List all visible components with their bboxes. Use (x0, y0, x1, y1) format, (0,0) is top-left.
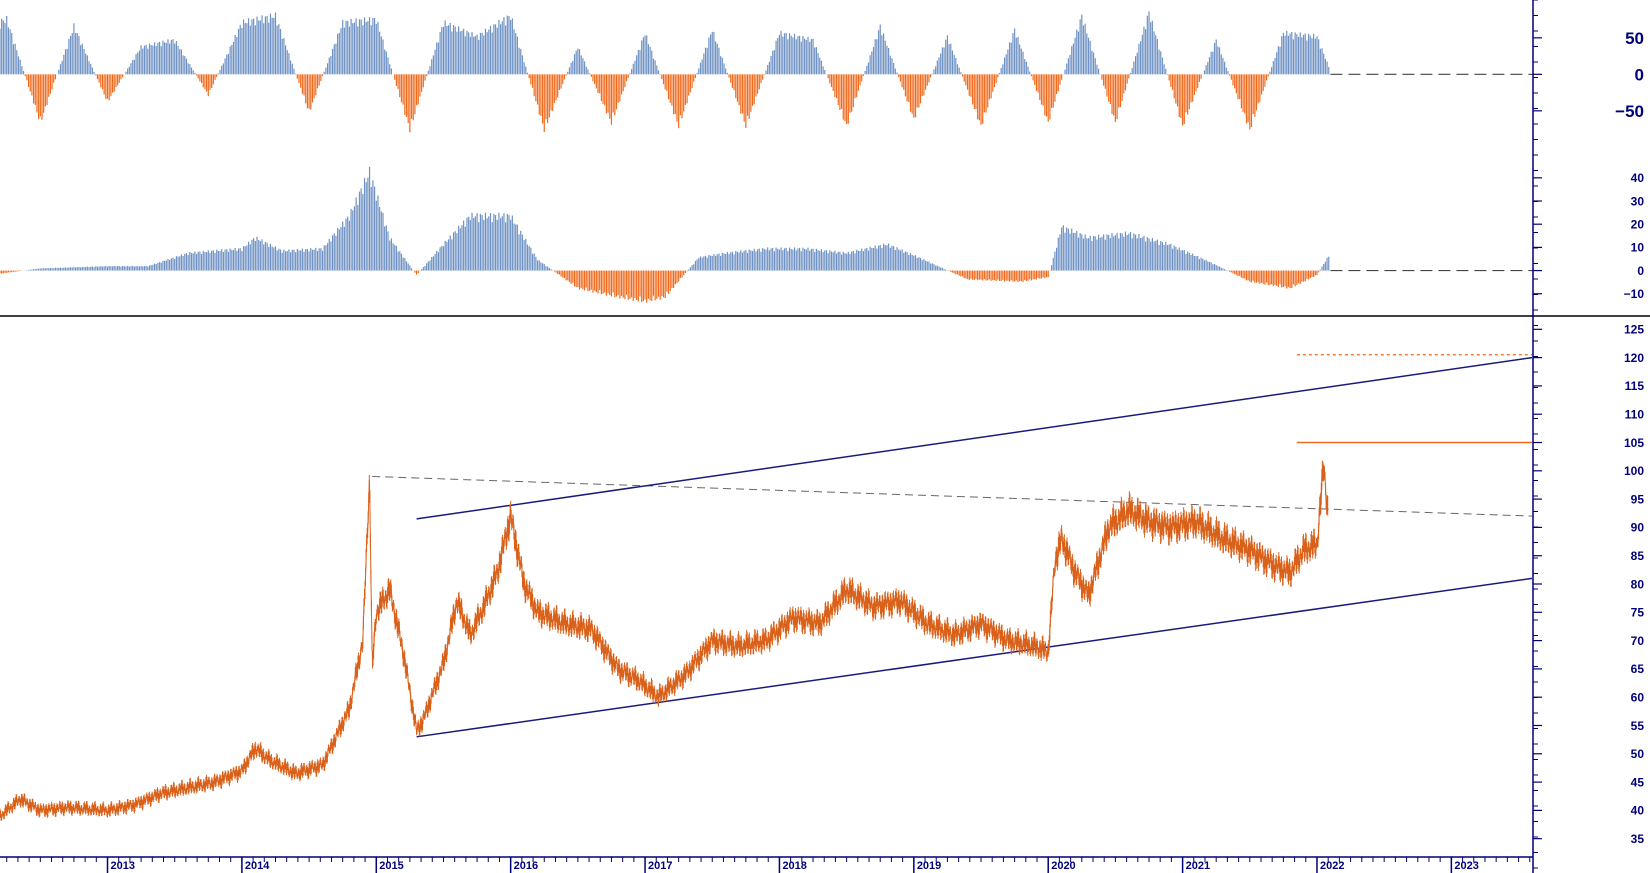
mid-axis-tick-label: 30 (1631, 194, 1645, 208)
top-axis-tick-label: −50 (1615, 102, 1644, 121)
year-label: 2017 (648, 860, 672, 872)
mid-axis-tick-label: 0 (1637, 264, 1644, 278)
price-axis-tick-label: 35 (1631, 832, 1645, 846)
bottom-axis: 2013 2014 2015 2016 2017 2018 2019 2020 2021 2022… (0, 856, 1533, 873)
mid-axis-tick-label: 10 (1631, 241, 1645, 255)
price-axis-tick-label: 90 (1631, 521, 1645, 535)
price-axis-tick-label: 75 (1631, 606, 1645, 620)
mid-axis-tick-label: 20 (1631, 218, 1645, 232)
year-label: 2015 (379, 860, 403, 872)
price-axis-tick-label: 60 (1631, 691, 1645, 705)
year-label: 2016 (514, 860, 538, 872)
lower-channel-line (416, 577, 1533, 738)
price-axis-tick-label: 50 (1631, 747, 1645, 761)
price-axis-tick-label: 110 (1625, 408, 1645, 422)
right-axis: 500−50403020100−101251201151101051009590… (1532, 0, 1645, 873)
price-axis-tick-label: 100 (1624, 464, 1644, 478)
dashed-trendline (372, 475, 1533, 517)
price-axis-tick-label: 55 (1631, 719, 1645, 733)
price-axis-tick-label: 65 (1631, 662, 1645, 676)
price-axis-tick-label: 95 (1631, 492, 1645, 506)
mid-axis-tick-label: 40 (1631, 171, 1645, 185)
year-label: 2013 (111, 860, 135, 872)
top-axis-tick-label: 0 (1635, 65, 1644, 84)
price-axis-tick-label: 125 (1624, 323, 1644, 337)
middle-oscillator-panel (0, 166, 1533, 303)
year-label: 2023 (1454, 860, 1478, 872)
price-axis-tick-label: 80 (1631, 577, 1645, 591)
top-oscillator-panel (0, 11, 1533, 133)
price-axis-tick-label: 105 (1624, 436, 1644, 450)
price-axis-tick-label: 40 (1631, 804, 1645, 818)
price-line (0, 469, 1329, 819)
mid-axis-tick-label: −10 (1624, 287, 1645, 301)
year-label: 2022 (1320, 860, 1344, 872)
year-label: 2021 (1186, 860, 1210, 872)
price-axis-tick-label: 85 (1631, 549, 1645, 563)
top-axis-tick-label: 50 (1625, 29, 1644, 48)
year-label: 2020 (1051, 860, 1075, 872)
year-label: 2019 (917, 860, 941, 872)
price-axis-tick-label: 120 (1624, 351, 1644, 365)
price-axis-tick-label: 115 (1625, 379, 1645, 393)
price-axis-tick-label: 70 (1631, 634, 1645, 648)
upper-channel-line (416, 356, 1533, 520)
price-panel (0, 354, 1533, 821)
price-axis-tick-label: 45 (1631, 775, 1645, 789)
year-label: 2018 (782, 860, 806, 872)
year-label: 2014 (245, 860, 270, 872)
